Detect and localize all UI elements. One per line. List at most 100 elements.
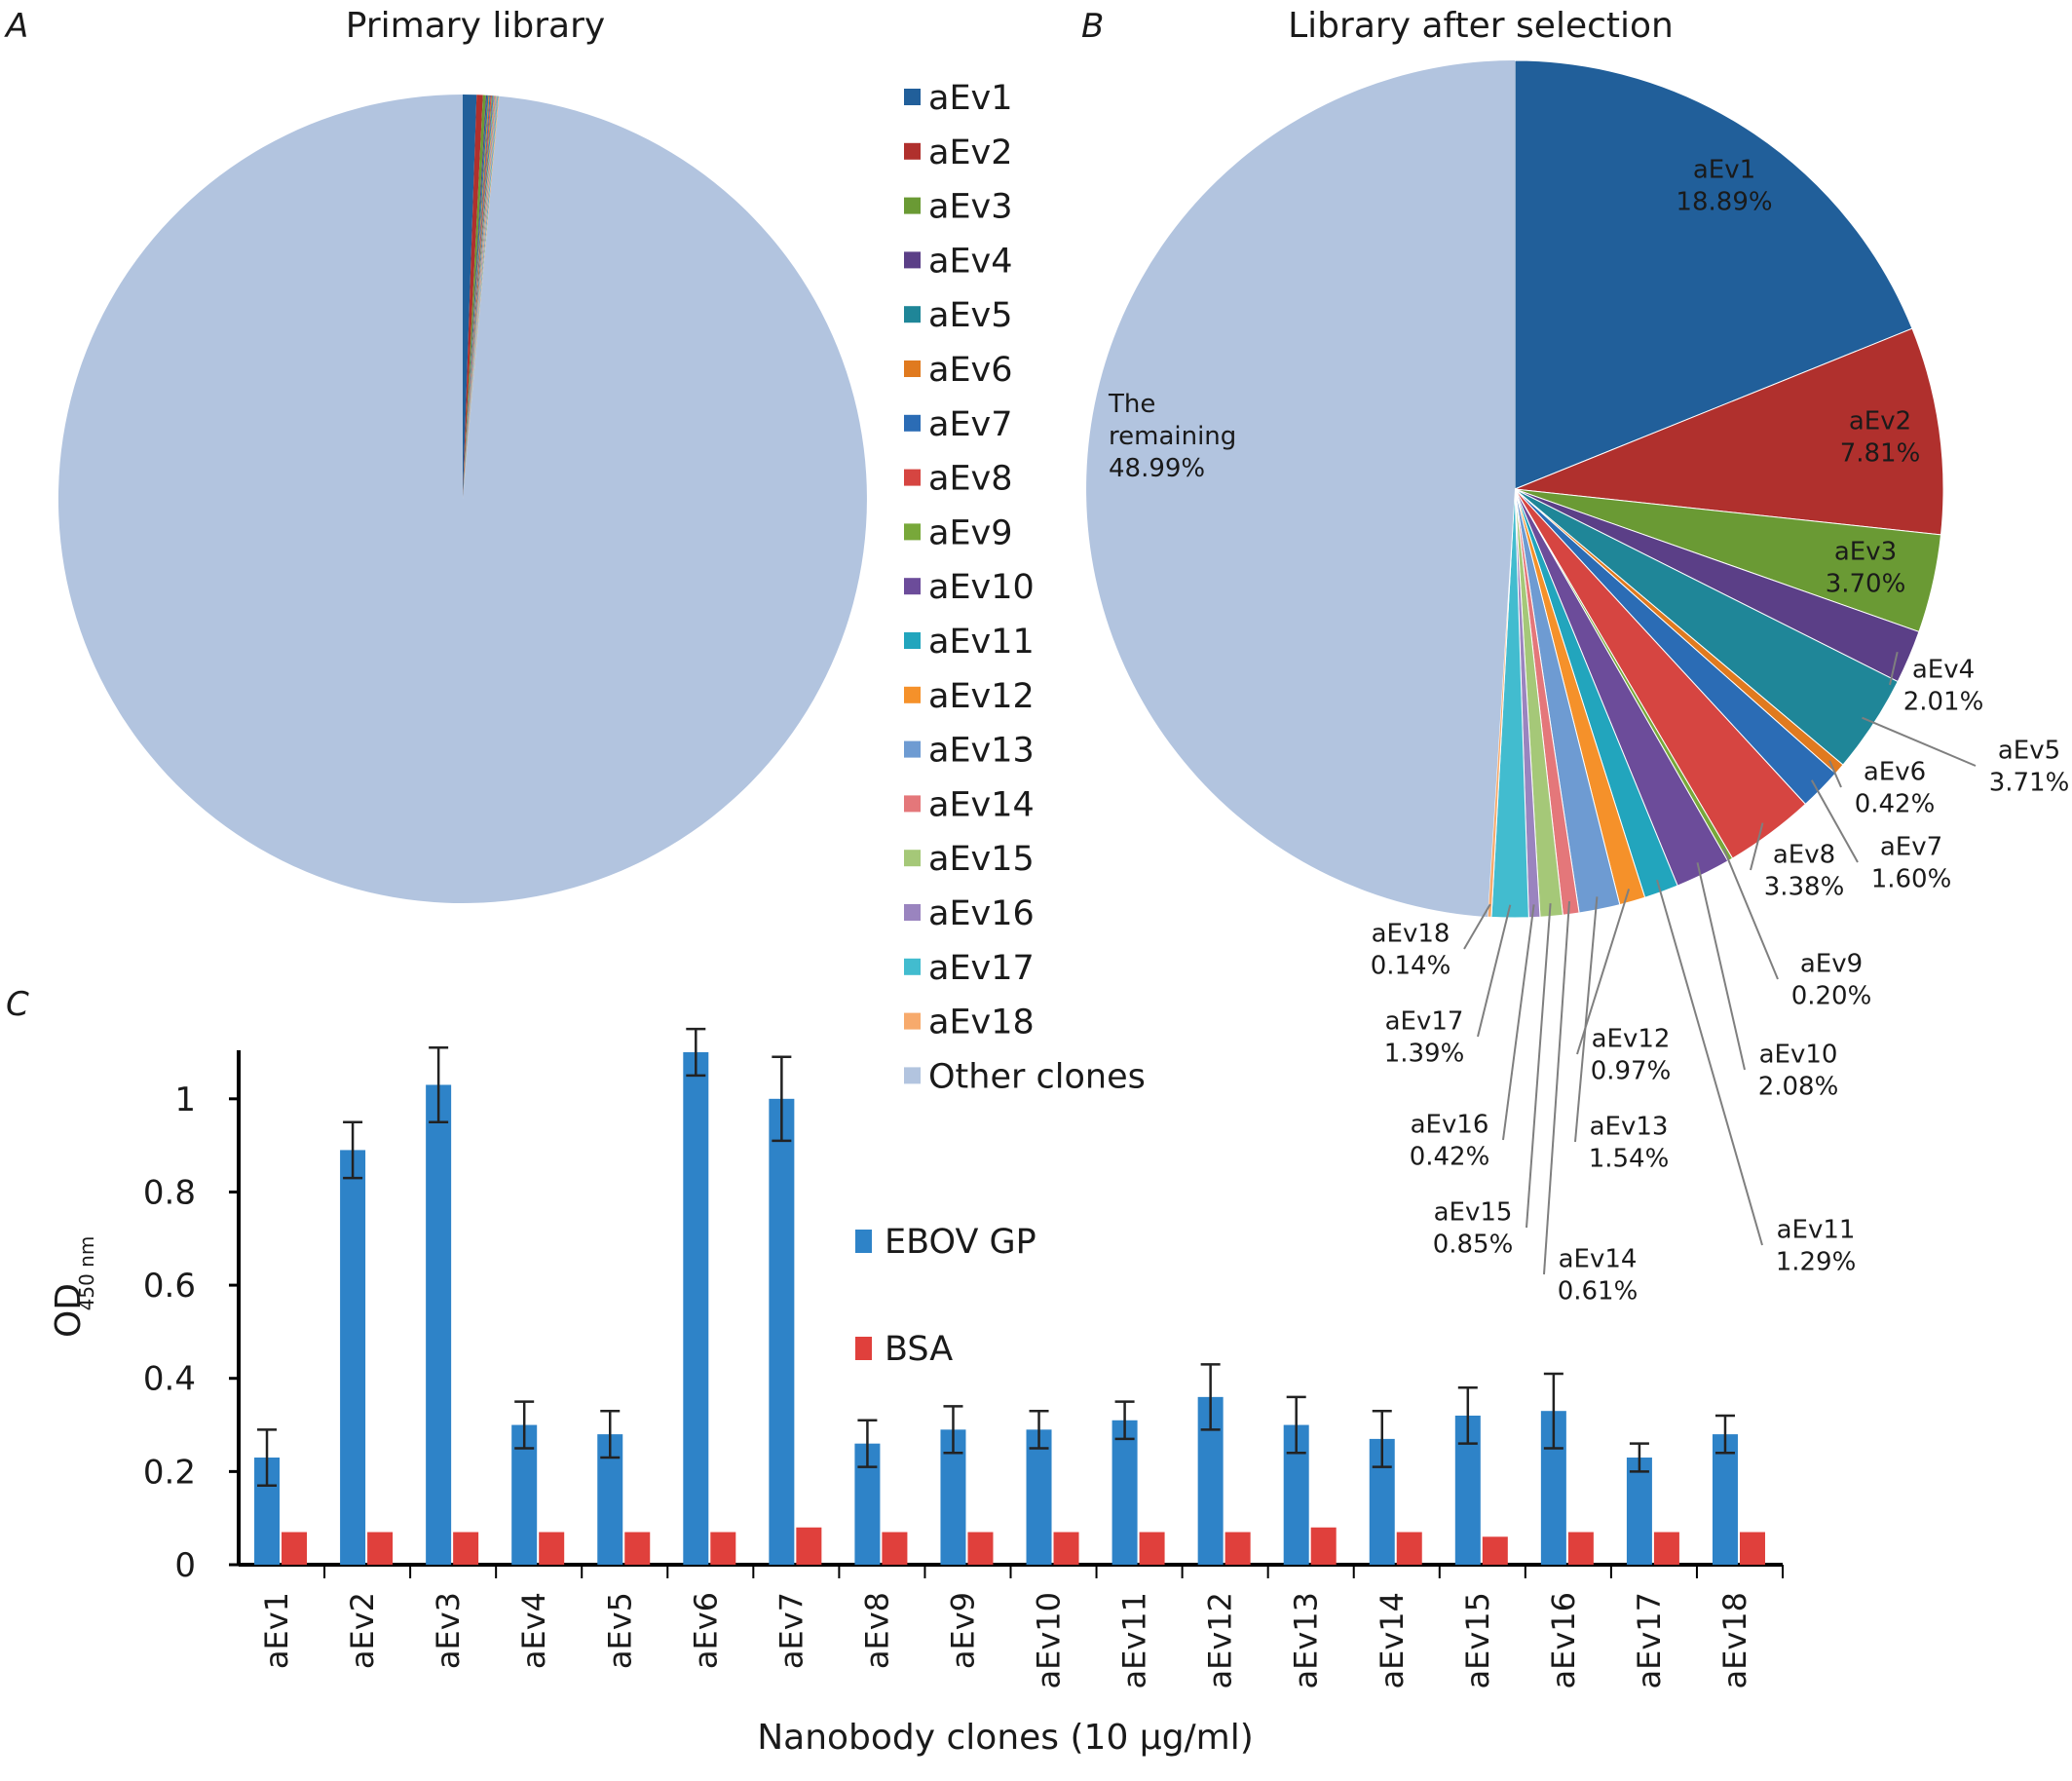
bar-series bbox=[254, 1027, 1765, 1565]
legend-swatch-aev7 bbox=[904, 414, 921, 432]
pie-b-label-aev4: aEv4 bbox=[1912, 656, 1975, 685]
legend-swatch-aev4 bbox=[904, 251, 921, 269]
pie-a-slice-aev4 bbox=[463, 95, 488, 499]
x-tick-label-aev14: aEv14 bbox=[1374, 1592, 1411, 1688]
bar-bsa-aev18 bbox=[1739, 1532, 1765, 1565]
bar-legend-label-bsa: BSA bbox=[885, 1330, 953, 1369]
pie-legend: aEv1 aEv2 aEv3 aEv4 aEv5 aEv6 aEv7 aEv8 aEv9 aEv1… bbox=[904, 79, 1146, 1096]
x-tick-label-aev12: aEv12 bbox=[1202, 1592, 1239, 1688]
leader-line-aev18 bbox=[1463, 903, 1491, 950]
pie-b-slice-aev1 bbox=[1514, 59, 1913, 490]
pie-a-slice-aev1 bbox=[463, 95, 477, 499]
pie-b-slice-aev2 bbox=[1514, 327, 1944, 536]
legend-label-aev5: aEv5 bbox=[928, 296, 1013, 335]
y-tick-label: 0.8 bbox=[143, 1173, 196, 1212]
legend-swatch-aev14 bbox=[904, 795, 921, 813]
pie-a-slice-aev12 bbox=[463, 95, 495, 499]
panel-a-letter: A bbox=[4, 7, 28, 46]
x-tick-label-aev3: aEv3 bbox=[430, 1592, 467, 1669]
pie-a-slice-aev7 bbox=[463, 95, 491, 499]
pie-b-label-aev6: aEv6 bbox=[1864, 758, 1926, 787]
leader-line-aev11 bbox=[1656, 879, 1763, 1246]
pie-b-label-aev18-pct: 0.14% bbox=[1371, 952, 1451, 981]
pie-a-slice-aev2 bbox=[463, 95, 483, 499]
pie-b-labels: aEv1 18.89% aEv2 7.81% aEv3 3.70% aEv4 2.01% aEv… bbox=[1108, 156, 2069, 1307]
pie-b-label-aev9: aEv9 bbox=[1800, 950, 1863, 979]
x-tick-label-aev7: aEv7 bbox=[772, 1592, 810, 1669]
y-tick-label: 1 bbox=[174, 1080, 196, 1119]
pie-b-slice-aev18 bbox=[1487, 488, 1516, 918]
pie-a-slice-aev5 bbox=[463, 95, 489, 499]
pie-b-label-aev2: aEv2 bbox=[1849, 407, 1911, 436]
bar-bsa-aev14 bbox=[1396, 1532, 1422, 1565]
legend-swatch-aev3 bbox=[904, 197, 921, 214]
pie-a-slice-aev13 bbox=[463, 95, 496, 499]
bar-bsa-aev17 bbox=[1653, 1532, 1679, 1565]
legend-label-aev1: aEv1 bbox=[928, 79, 1013, 118]
pie-chart-library-after-selection: Library after selection aEv1 18.89% aEv2 7.… bbox=[1086, 6, 2069, 1307]
x-tick-label-aev18: aEv18 bbox=[1716, 1592, 1753, 1688]
pie-b-label-aev16: aEv16 bbox=[1411, 1111, 1489, 1140]
legend-label-aev13: aEv13 bbox=[928, 732, 1035, 771]
pie-b-label-aev11: aEv11 bbox=[1777, 1216, 1856, 1245]
legend-swatch-aev12 bbox=[904, 686, 921, 703]
pie-b-label-aev10: aEv10 bbox=[1759, 1041, 1838, 1070]
pie-b-label-aev2-pct: 7.81% bbox=[1840, 439, 1921, 469]
legend-swatch-aev11 bbox=[904, 632, 921, 649]
legend-swatch-aev9 bbox=[904, 523, 921, 541]
pie-b-label-the-remaining: The bbox=[1108, 390, 1155, 419]
x-tick-label-aev5: aEv5 bbox=[601, 1592, 638, 1669]
bar-bsa-aev3 bbox=[453, 1532, 479, 1565]
legend-label-aev11: aEv11 bbox=[928, 623, 1035, 662]
legend-swatch-aev18 bbox=[904, 1012, 921, 1030]
pie-b-slice-the-remaining bbox=[1086, 60, 1515, 918]
bar-ebov-gp-aev3 bbox=[426, 1084, 452, 1565]
pie-b-label-aev7-pct: 1.60% bbox=[1871, 865, 1952, 894]
x-tick-label-aev9: aEv9 bbox=[944, 1592, 981, 1669]
pie-b-label-the-remaining-2: remaining bbox=[1109, 422, 1236, 451]
pie-b-label-aev3-pct: 3.70% bbox=[1826, 570, 1906, 599]
bar-ebov-gp-aev10 bbox=[1026, 1429, 1052, 1565]
pie-b-label-aev6-pct: 0.42% bbox=[1855, 790, 1936, 819]
pie-b-label-aev12: aEv12 bbox=[1592, 1025, 1671, 1054]
bar-bsa-aev6 bbox=[710, 1532, 736, 1565]
bar-legend-label-ebov-gp: EBOV GP bbox=[885, 1223, 1036, 1262]
legend-swatch-aev16 bbox=[904, 904, 921, 921]
bar-ebov-gp-aev18 bbox=[1712, 1434, 1738, 1565]
bar-bsa-aev10 bbox=[1053, 1532, 1079, 1565]
bar-bsa-aev11 bbox=[1139, 1532, 1165, 1565]
bar-bsa-aev13 bbox=[1310, 1527, 1337, 1565]
legend-label-aev2: aEv2 bbox=[928, 133, 1013, 172]
y-tick-label: 0.4 bbox=[143, 1360, 196, 1399]
y-axis-label: OD 450 nm bbox=[49, 1236, 98, 1338]
legend-label-aev12: aEv12 bbox=[928, 677, 1035, 716]
panel-c-letter: C bbox=[6, 985, 29, 1024]
x-tick-label-aev4: aEv4 bbox=[515, 1592, 552, 1669]
pie-b-label-aev8: aEv8 bbox=[1773, 841, 1835, 870]
legend-swatch-aev8 bbox=[904, 469, 921, 486]
pie-chart-primary-library: Primary library bbox=[57, 6, 867, 903]
y-axis-label-sub: 450 nm bbox=[75, 1236, 98, 1311]
y-tick-label: 0.2 bbox=[143, 1453, 196, 1492]
pie-b-label-aev3: aEv3 bbox=[1834, 538, 1897, 567]
bar-legend-swatch-ebov-gp bbox=[855, 1230, 872, 1253]
bar-bsa-aev12 bbox=[1224, 1532, 1251, 1565]
bar-bsa-aev1 bbox=[282, 1532, 308, 1565]
legend-swatch-aev13 bbox=[904, 740, 921, 758]
panel-b-letter: B bbox=[1081, 7, 1104, 46]
x-tick-label-aev11: aEv11 bbox=[1116, 1592, 1153, 1688]
x-tick-label-aev16: aEv16 bbox=[1545, 1592, 1582, 1688]
leader-line-aev8 bbox=[1750, 822, 1764, 871]
leader-line-aev5 bbox=[1862, 716, 1977, 767]
pie-a-slice-aev10 bbox=[463, 95, 494, 500]
pie-a-slice-aev16 bbox=[463, 95, 498, 499]
bar-bsa-aev7 bbox=[796, 1527, 822, 1565]
pie-b-label-aev14: aEv14 bbox=[1559, 1245, 1638, 1274]
pie-b-label-aev7: aEv7 bbox=[1880, 833, 1942, 862]
pie-a-slice-aev3 bbox=[463, 95, 486, 500]
bar-ebov-gp-aev2 bbox=[340, 1150, 366, 1565]
pie-a-slice-aev15 bbox=[463, 95, 498, 500]
pie-b-label-aev5-pct: 3.71% bbox=[1989, 769, 2070, 798]
pie-b-label-aev13-pct: 1.54% bbox=[1589, 1145, 1670, 1174]
